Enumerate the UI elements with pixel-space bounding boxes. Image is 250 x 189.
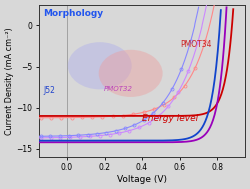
- Circle shape: [99, 50, 163, 97]
- Text: PMOT34: PMOT34: [180, 40, 212, 49]
- Text: Morphology: Morphology: [43, 9, 103, 19]
- Text: J52: J52: [43, 86, 55, 94]
- Y-axis label: Current Density (mA cm⁻²): Current Density (mA cm⁻²): [5, 27, 14, 135]
- Text: Energy level: Energy level: [142, 115, 198, 123]
- Text: PMOT32: PMOT32: [104, 86, 133, 91]
- Circle shape: [68, 42, 132, 89]
- X-axis label: Voltage (V): Voltage (V): [117, 175, 167, 184]
